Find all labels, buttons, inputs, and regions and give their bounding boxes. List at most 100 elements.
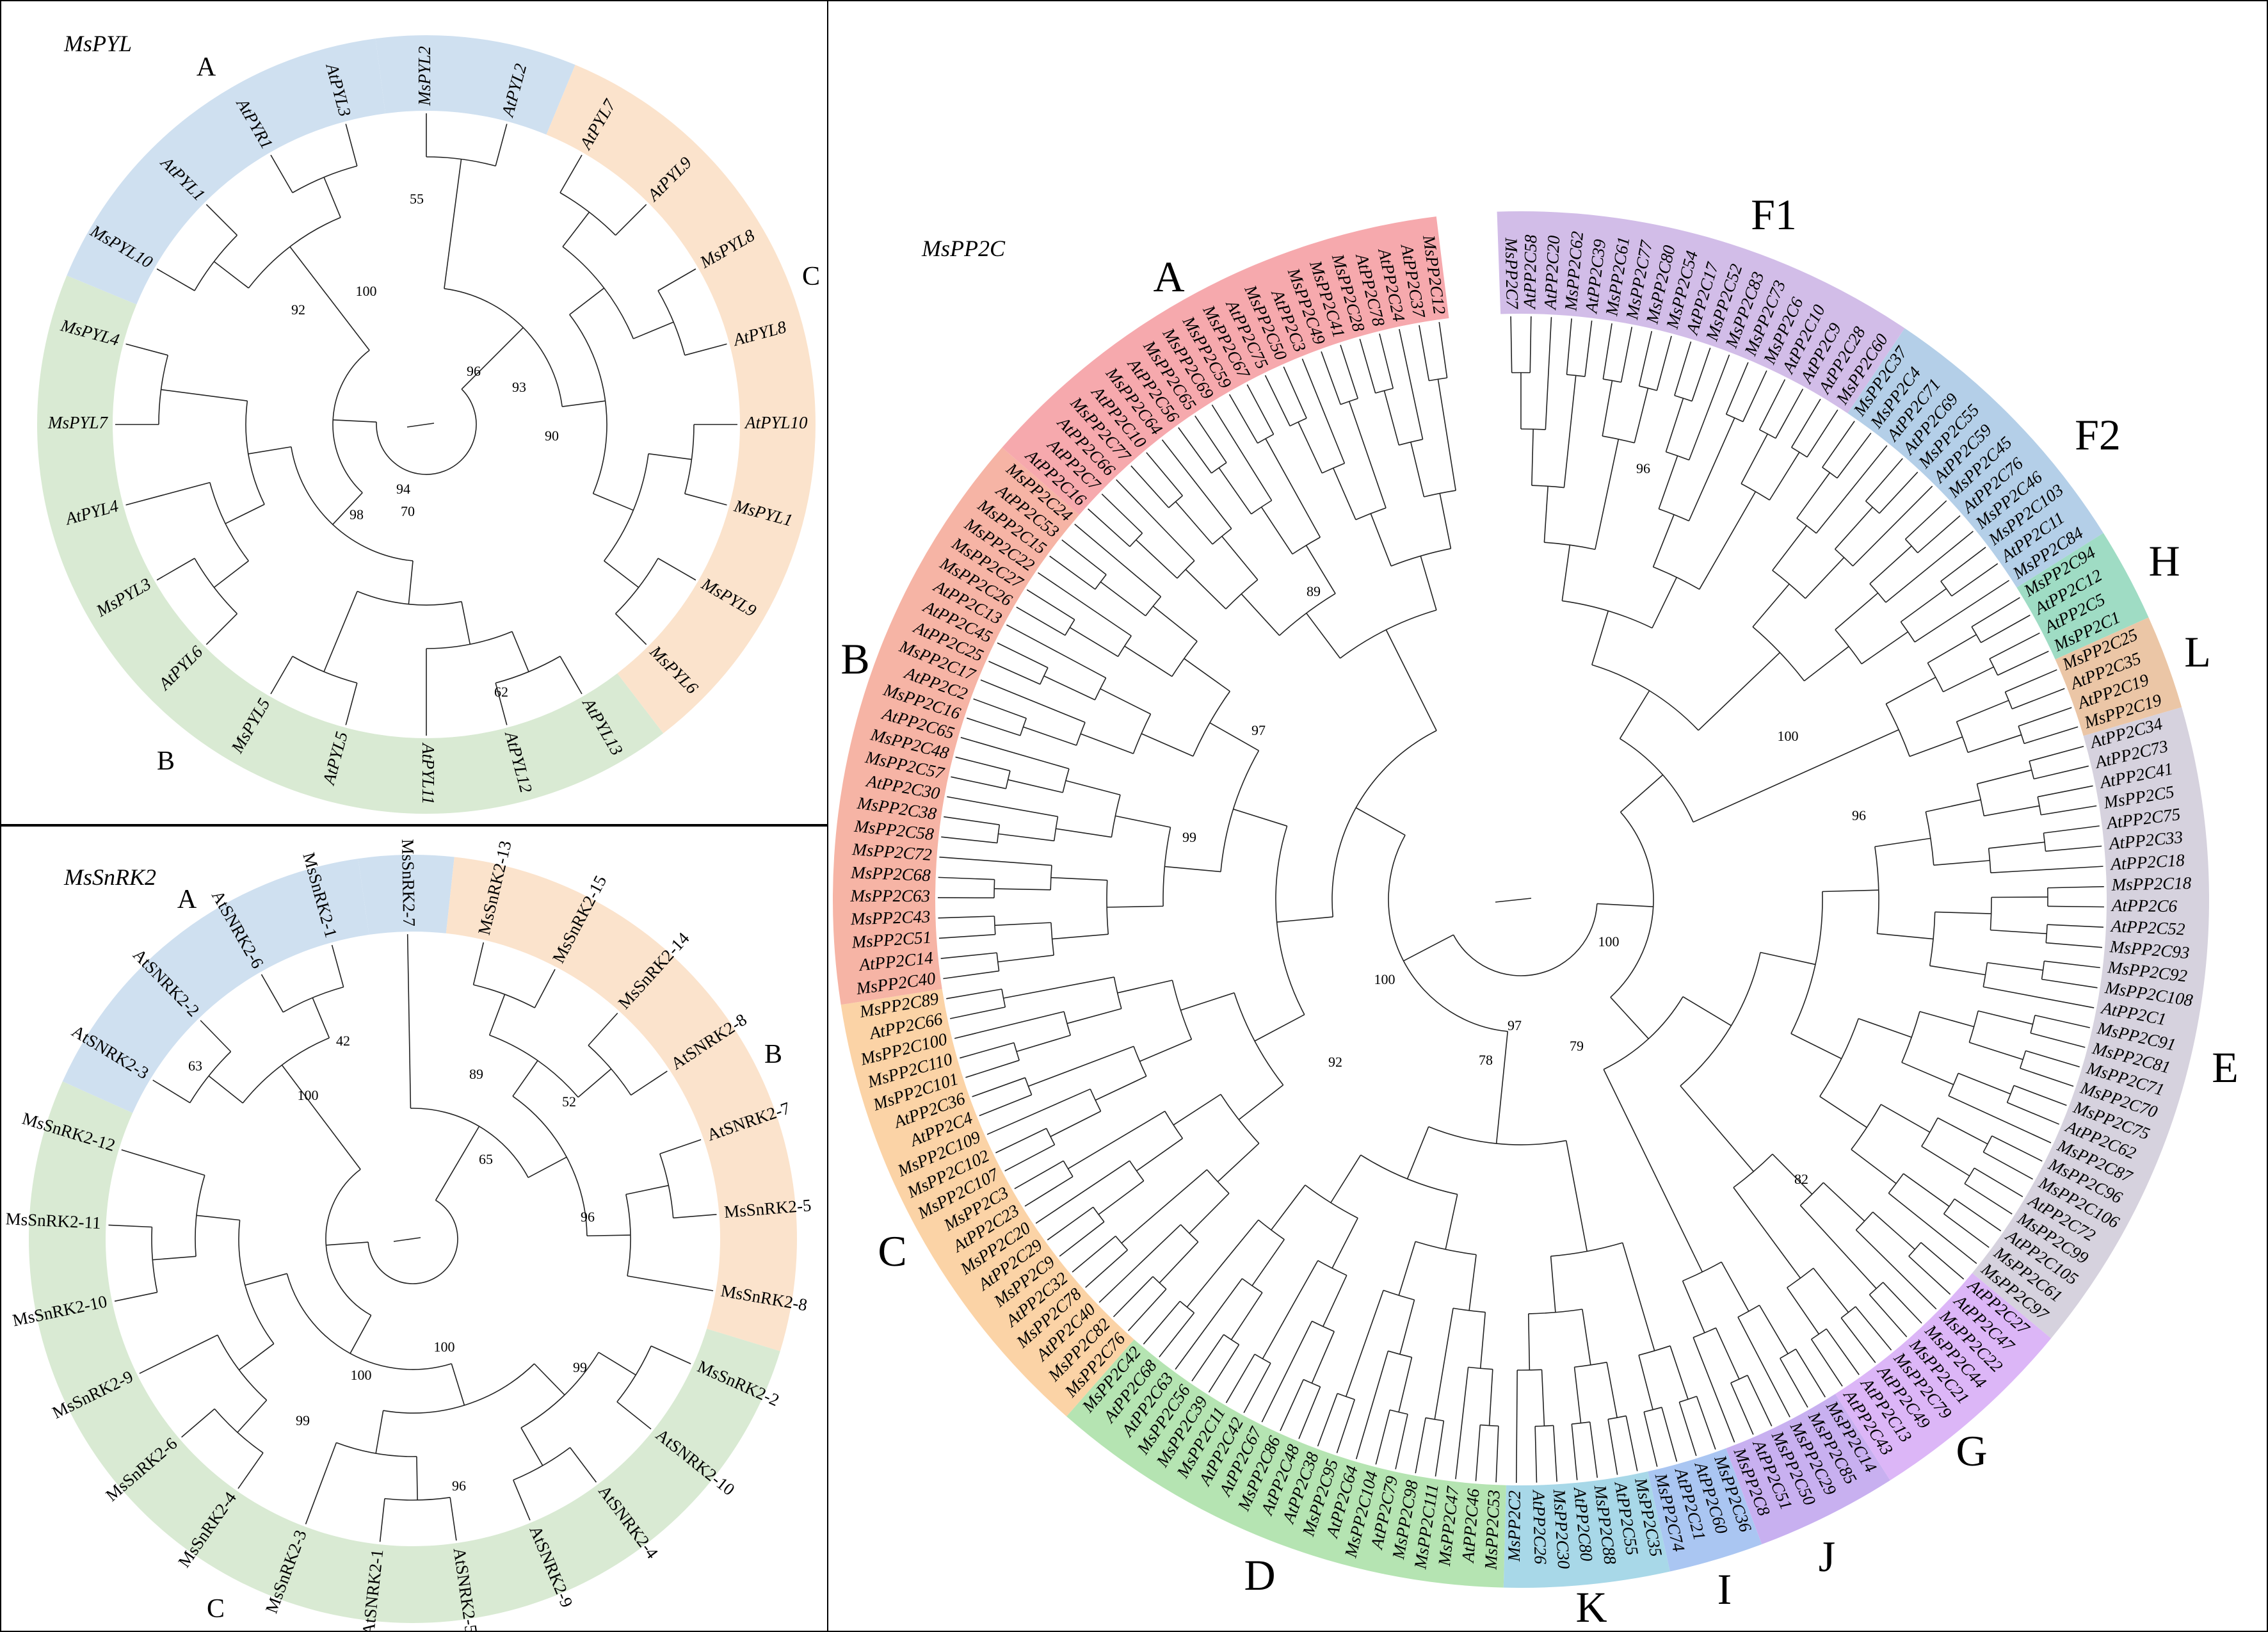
branch — [237, 1400, 268, 1433]
branch — [1189, 1193, 1230, 1234]
internal-node-arc — [1424, 490, 1456, 497]
leaf-label: AtPP2C6 — [2111, 896, 2178, 916]
branch — [1834, 506, 1873, 550]
branch — [1136, 539, 1178, 579]
bootstrap-value: 63 — [188, 1058, 202, 1074]
tree-title: MsSnRK2 — [63, 864, 156, 890]
branch — [281, 1064, 361, 1170]
internal-node-arc — [1869, 1282, 1884, 1295]
snrk2-tree-panel: MsSnRK2-7 MsSnRK2-13 MsSnRK2-15MsSnRK2-14A… — [5, 839, 812, 1632]
branch — [1772, 525, 1807, 571]
branch — [1233, 809, 1287, 827]
branch — [1113, 1276, 1154, 1318]
internal-node-arc — [1674, 394, 1693, 402]
branch — [152, 1256, 197, 1261]
branch — [1074, 524, 1162, 597]
internal-node-arc — [1929, 912, 1936, 966]
bootstrap-value: 55 — [410, 191, 424, 207]
leaf-label: AtPP2C20 — [1540, 234, 1563, 311]
bootstrap-value: 99 — [296, 1412, 310, 1428]
clade-bands — [29, 855, 798, 1623]
branch — [1221, 536, 1259, 581]
internal-node-arc — [1603, 996, 1684, 1070]
branch — [988, 661, 1041, 685]
branch — [1937, 1117, 1988, 1145]
clade-band-c — [29, 1081, 780, 1623]
branch — [1872, 1211, 1915, 1250]
branch — [1956, 700, 2009, 722]
bootstrap-value: 89 — [469, 1066, 483, 1082]
leaf-label: AtPYL11 — [419, 742, 438, 805]
branch — [1050, 1110, 1101, 1137]
branch — [196, 1215, 240, 1221]
branch — [1475, 1425, 1481, 1482]
branch — [289, 246, 370, 351]
tree-branches — [115, 113, 737, 736]
branch — [1652, 577, 1677, 629]
clade-letter-g: G — [1956, 1426, 1987, 1475]
branch — [139, 1334, 218, 1374]
branch — [659, 1139, 702, 1154]
branch — [1589, 1421, 1598, 1478]
branch — [940, 952, 997, 959]
internal-node-arc — [1550, 1242, 1623, 1257]
branch — [1180, 992, 1235, 1011]
branch — [1990, 929, 2047, 935]
leaf-label: MsPP2C68 — [850, 862, 931, 885]
internal-node-arc — [1908, 1242, 1922, 1257]
internal-node-arc — [1303, 1378, 1321, 1387]
branch — [449, 1497, 457, 1541]
clade-letter-d: D — [1244, 1551, 1275, 1599]
branch — [1855, 1306, 1892, 1351]
internal-node-arc — [248, 216, 341, 289]
branch — [947, 796, 1058, 818]
branch — [1208, 1344, 1240, 1393]
branch — [1152, 606, 1198, 642]
branch — [1050, 877, 1107, 881]
bootstrap-value: 90 — [545, 428, 559, 444]
branch — [1715, 1327, 1740, 1380]
branch — [1495, 1031, 1509, 1144]
branch — [1806, 409, 1838, 458]
internal-node-arc — [1865, 501, 1880, 514]
bootstrap-value: 100 — [351, 1367, 372, 1383]
internal-node-arc — [2004, 691, 2013, 709]
bootstrap-value: 78 — [1479, 1052, 1493, 1068]
branch — [1439, 493, 1452, 549]
branch — [1014, 1160, 1064, 1190]
branch — [1241, 594, 1280, 636]
branch — [1406, 1126, 1429, 1179]
branch — [1926, 799, 1981, 812]
internal-node-arc — [1851, 1104, 1882, 1150]
branch — [1983, 986, 2095, 1008]
branch — [1261, 1321, 1313, 1423]
branch — [1885, 531, 1974, 603]
clade-band-k — [1503, 1471, 1670, 1588]
branch — [1186, 1219, 1259, 1308]
root-stub — [393, 1237, 421, 1242]
branch — [1437, 379, 1456, 491]
branch — [1209, 722, 1259, 752]
branch — [513, 1480, 531, 1521]
internal-node-arc — [1925, 811, 1934, 866]
branch — [1680, 1085, 1755, 1172]
branch — [960, 1042, 1015, 1059]
clade-band-e — [1972, 707, 2209, 1339]
internal-node-arc — [1258, 1219, 1285, 1240]
branch — [2007, 1102, 2059, 1125]
branch — [1595, 439, 1620, 550]
internal-node-arc — [2019, 1050, 2027, 1069]
clade-band-b — [833, 447, 1080, 1005]
branch — [2020, 1067, 2074, 1087]
branch — [312, 998, 330, 1038]
branch — [1095, 1076, 1147, 1101]
branch — [1098, 1224, 1182, 1303]
branch — [2043, 825, 2100, 834]
internal-node-arc — [1317, 1260, 1347, 1276]
branch — [1049, 555, 1096, 590]
branch — [946, 989, 1002, 999]
branch — [511, 631, 529, 672]
clade-letter-f1: F1 — [1751, 190, 1797, 239]
internal-node-arc — [1024, 1077, 1033, 1095]
branch — [238, 1343, 275, 1371]
